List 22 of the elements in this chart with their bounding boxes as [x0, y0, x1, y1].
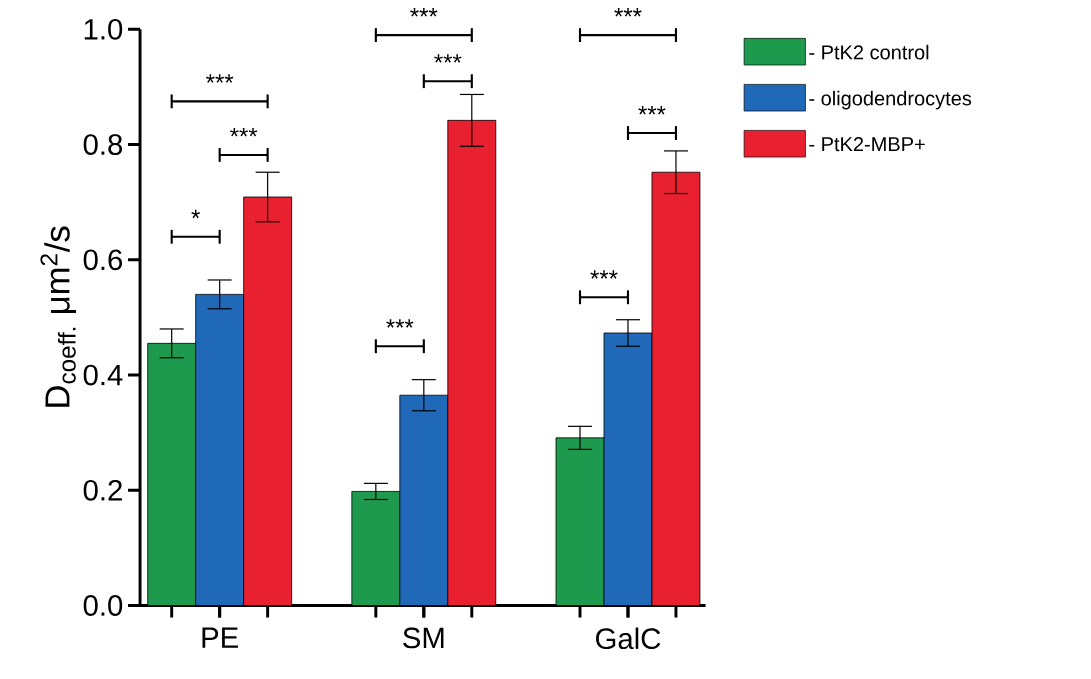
annotation: ***	[638, 106, 666, 115]
text: ***	[614, 8, 642, 17]
x-tick-label: GalC	[596, 627, 661, 650]
legend-label: - PtK2-MBP+	[809, 137, 925, 152]
y-tick-label: 0.6	[83, 249, 123, 271]
y-tick-label: 0.8	[83, 134, 123, 156]
annotation: ***	[230, 128, 258, 137]
y-tick-label: 0.4	[83, 364, 123, 386]
annotation: ***	[590, 270, 618, 279]
y-axis-title: D$_{coeff.}$ μm$^{2}$/s	[40, 226, 77, 407]
text: ***	[410, 8, 438, 17]
annotation: ***	[434, 54, 462, 63]
legend-label: - PtK2 control	[809, 44, 929, 60]
y-tick-label: 1.0	[84, 19, 123, 40]
y-tick-label: 0.0	[83, 595, 123, 616]
annotation: ***	[386, 319, 414, 328]
x-tick-label: SM	[403, 627, 444, 649]
y-tick-label: 0.2	[83, 479, 122, 501]
annotation: ***	[206, 74, 234, 83]
legend-label: - oligodendrocytes	[809, 90, 972, 110]
x-tick-label: PE	[202, 627, 238, 648]
annotation: *	[191, 209, 200, 219]
